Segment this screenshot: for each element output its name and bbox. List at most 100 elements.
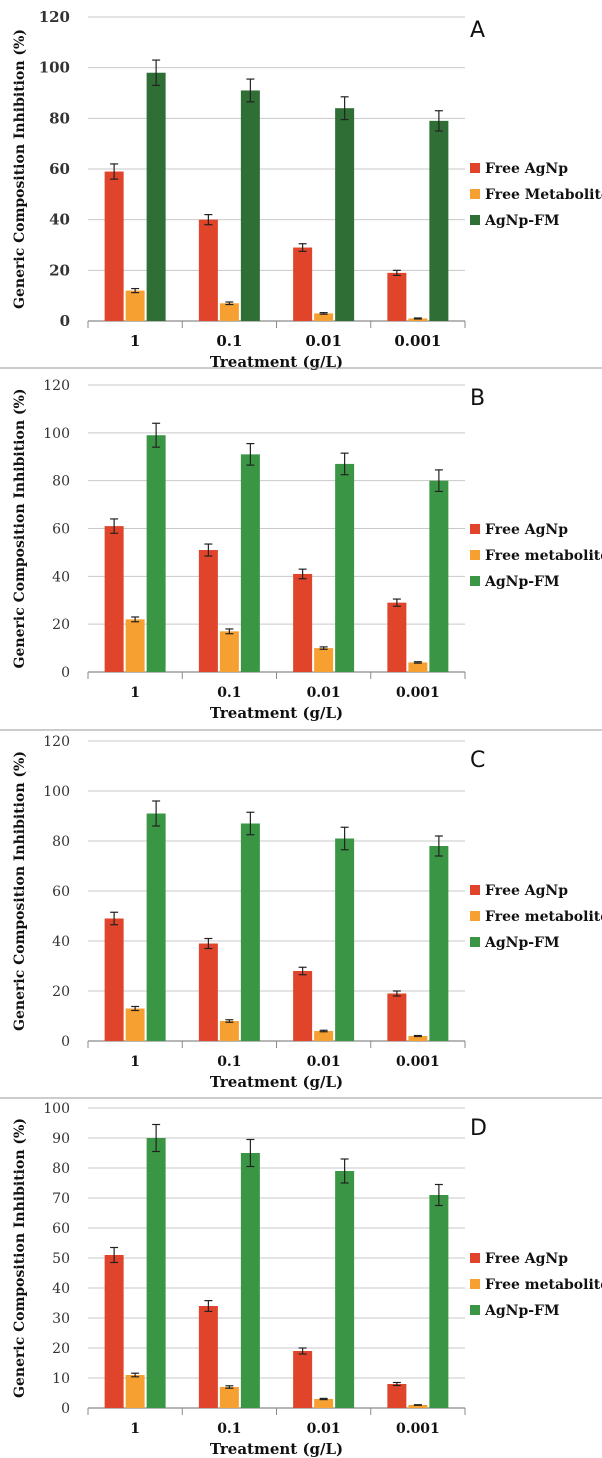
y-tick-label-a: 60 [49,160,70,178]
y-tick-label-d: 50 [52,1251,70,1267]
bar-a-series-1 [104,171,124,321]
x-tick-label-a: 0.1 [216,332,242,350]
panel-letter-c: C [470,748,485,773]
bar-a-series-3 [335,108,355,321]
y-tick-label-a: 40 [49,211,70,229]
x-tick-label-b: 0.001 [396,685,440,701]
bar-d-series-2 [408,1405,428,1408]
y-tick-label-d: 20 [52,1341,70,1357]
bar-c-series-2 [219,1021,239,1041]
y-tick-label-d: 90 [52,1131,70,1147]
bar-b-series-1 [104,526,124,672]
legend-label-a-1: Free AgNp [485,161,568,177]
bar-d-series-1 [198,1306,218,1408]
y-tick-label-c: 20 [52,984,70,1000]
x-tick-label-c: 0.001 [396,1054,440,1070]
legend-label-c-1: Free AgNp [485,883,568,899]
legend-label-d-2: Free metabolites [485,1277,602,1293]
y-tick-label-a: 20 [49,261,70,279]
x-axis-title-a: Treatment (g/L) [210,353,343,371]
y-tick-label-d: 40 [52,1281,70,1297]
bar-b-series-1 [198,550,218,672]
y-tick-label-d: 30 [52,1311,70,1327]
bar-c-series-1 [198,943,218,1041]
bar-c-series-2 [314,1031,334,1041]
bar-a-series-1 [198,219,218,321]
bar-a-series-2 [408,318,428,321]
bar-d-series-3 [335,1171,355,1408]
legend-label-c-2: Free metabolites [485,909,602,925]
bar-c-series-3 [429,846,449,1041]
x-tick-label-a: 0.01 [305,332,342,350]
bar-a-series-2 [125,290,145,321]
bar-a-series-1 [293,247,313,321]
y-tick-label-c: 120 [43,734,70,750]
legend-swatch-d-2 [470,1279,480,1289]
bar-a-series-2 [219,303,239,321]
x-tick-label-d: 0.01 [307,1421,341,1437]
legend-swatch-a-2 [470,189,480,199]
bar-a-series-1 [387,272,407,321]
y-tick-label-d: 60 [52,1221,70,1237]
legend-label-b-3: AgNp-FM [484,574,559,590]
bar-a-series-3 [429,120,449,321]
legend-label-d-3: AgNp-FM [484,1303,559,1319]
bar-a-series-2 [314,313,334,321]
y-tick-label-d: 100 [43,1101,70,1117]
y-tick-label-d: 80 [52,1161,70,1177]
bar-c-series-1 [387,993,407,1041]
legend-label-b-1: Free AgNp [485,522,568,538]
y-tick-label-c: 100 [43,784,70,800]
bar-d-series-3 [429,1195,449,1408]
legend-swatch-a-3 [470,215,480,225]
legend-label-a-2: Free Metabolites [485,187,602,203]
bar-b-series-2 [408,662,428,672]
panel-letter-a: A [470,18,485,43]
bar-a-series-3 [146,72,166,321]
legend-swatch-d-1 [470,1253,480,1263]
bar-b-series-2 [125,619,145,672]
legend-swatch-c-2 [470,911,480,921]
x-axis-title-c: Treatment (g/L) [210,1073,343,1091]
y-axis-title-a: Generic Composition Inhibition (%) [12,29,28,309]
legend-swatch-b-1 [470,524,480,534]
bar-d-series-1 [387,1384,407,1408]
x-tick-label-a: 0.001 [394,332,441,350]
legend-swatch-d-3 [470,1305,480,1315]
bar-d-series-2 [125,1375,145,1408]
y-axis-title-d: Generic Composition Inhibition (%) [12,1118,28,1398]
y-tick-label-b: 60 [52,522,70,538]
y-tick-label-b: 80 [52,474,70,490]
bar-d-series-2 [219,1387,239,1408]
bar-c-series-2 [125,1008,145,1041]
x-axis-title-b: Treatment (g/L) [210,704,343,722]
bar-d-series-3 [240,1153,260,1408]
bar-d-series-1 [293,1351,313,1408]
bar-b-series-1 [387,602,407,672]
legend-label-b-2: Free metabolites [485,548,602,564]
bar-b-series-3 [429,480,449,672]
bar-c-series-1 [293,971,313,1041]
bar-c-series-3 [335,838,355,1041]
y-tick-label-a: 80 [49,109,70,127]
bar-c-series-1 [104,918,124,1041]
y-tick-label-b: 0 [61,665,70,681]
y-tick-label-c: 40 [52,934,70,950]
bar-d-series-2 [314,1399,334,1408]
y-tick-label-d: 0 [61,1401,70,1417]
x-tick-label-c: 0.01 [307,1054,341,1070]
bar-b-series-3 [146,435,166,672]
legend-swatch-b-2 [470,550,480,560]
bar-c-series-2 [408,1036,428,1041]
x-tick-label-b: 1 [130,685,140,701]
bar-b-series-2 [219,631,239,672]
bar-d-series-3 [146,1138,166,1408]
y-tick-label-a: 0 [60,312,70,330]
bar-d-series-1 [104,1255,124,1408]
legend-swatch-c-1 [470,885,480,895]
y-tick-label-a: 100 [39,59,70,77]
panel-letter-b: B [470,386,485,411]
y-tick-label-d: 10 [52,1371,70,1387]
legend-swatch-b-3 [470,576,480,586]
